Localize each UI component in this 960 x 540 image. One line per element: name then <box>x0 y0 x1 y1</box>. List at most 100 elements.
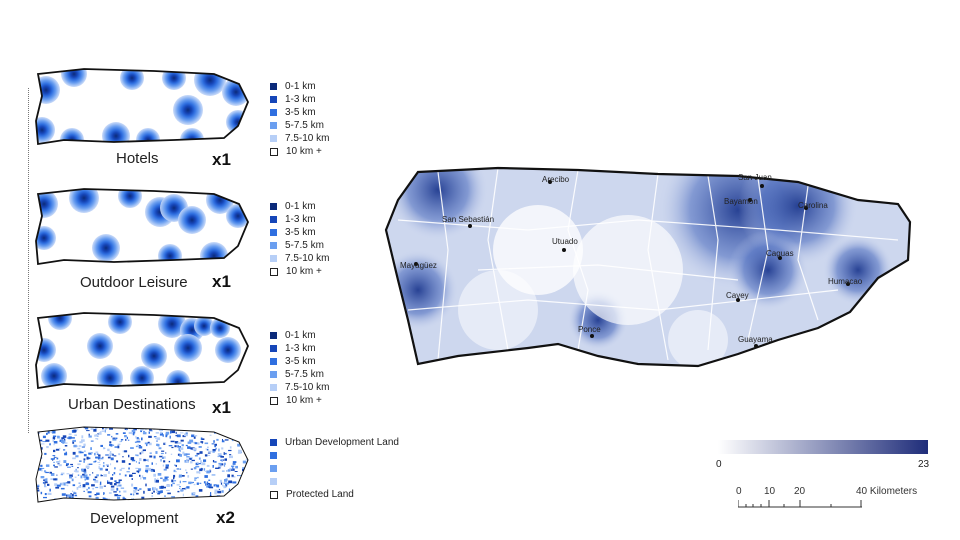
legend-item: 3-5 km <box>270 106 329 119</box>
scale-tick-10: 10 <box>764 486 776 497</box>
legend-item <box>270 449 399 462</box>
multiplier-urban-destinations: x1 <box>212 398 231 417</box>
composite-suitability-map: San Juan Bayamón Carolina San Sebastián … <box>384 166 912 368</box>
city-label-san-sebastian: San Sebastián <box>442 215 494 224</box>
legend-item: 10 km + <box>270 265 329 278</box>
distance-legend-urban-destinations: 0-1 km 1-3 km 3-5 km 5-7.5 km 7.5-10 km 10 km… <box>270 329 329 407</box>
panel-outdoor-leisure: Outdoor Leisure x1 <box>24 186 254 291</box>
legend-label: 3-5 km <box>285 107 316 118</box>
legend-swatch <box>270 452 277 459</box>
legend-swatch <box>270 255 277 262</box>
multiplier-outdoor-leisure: x1 <box>212 272 231 291</box>
city-label-carolina: Carolina <box>798 201 828 210</box>
multiplier-development: x2 <box>216 508 235 527</box>
legend-label: 0-1 km <box>285 330 316 341</box>
legend-swatch <box>270 345 277 352</box>
legend-swatch <box>270 122 277 129</box>
legend-item: 10 km + <box>270 145 329 158</box>
legend-label: Protected Land <box>286 489 354 500</box>
legend-label: 10 km + <box>286 146 322 157</box>
legend-label: 7.5-10 km <box>285 133 330 144</box>
development-land-map <box>35 426 249 503</box>
city-label-arecibo: Arecibo <box>542 175 570 184</box>
development-legend: Urban Development Land Protected Land <box>270 436 399 501</box>
colorbar-max-label: 23 <box>918 459 930 470</box>
legend-label: 7.5-10 km <box>285 253 330 264</box>
legend-item: Urban Development Land <box>270 436 399 449</box>
legend-label: 3-5 km <box>285 356 316 367</box>
legend-item: 1-3 km <box>270 342 329 355</box>
hotels-buffer-map <box>35 68 249 146</box>
legend-swatch <box>270 83 277 90</box>
legend-label: 5-7.5 km <box>285 240 324 251</box>
panel-label-outdoor-leisure: Outdoor Leisure <box>80 274 188 291</box>
legend-swatch <box>270 109 277 116</box>
legend-swatch <box>270 465 277 472</box>
city-label-mayaguez: Mayagüez <box>400 261 437 270</box>
distance-legend-hotels: 0-1 km 1-3 km 3-5 km 5-7.5 km 7.5-10 km 10 km… <box>270 80 329 158</box>
legend-label: 10 km + <box>286 395 322 406</box>
legend-swatch <box>270 203 277 210</box>
city-label-cayey: Cayey <box>726 291 749 300</box>
legend-swatch <box>270 490 278 499</box>
legend-swatch <box>270 439 277 446</box>
legend-label: 1-3 km <box>285 214 316 225</box>
legend-item: 1-3 km <box>270 93 329 106</box>
panel-label-development: Development <box>90 510 179 527</box>
legend-item: 7.5-10 km <box>270 132 329 145</box>
legend-swatch <box>270 242 277 249</box>
scale-tick-40-km: 40 Kilometers <box>856 486 918 497</box>
legend-swatch <box>270 478 277 485</box>
legend-item: 0-1 km <box>270 80 329 93</box>
legend-item: 5-7.5 km <box>270 119 329 132</box>
legend-item <box>270 462 399 475</box>
legend-item: 5-7.5 km <box>270 368 329 381</box>
colorbar-min-label: 0 <box>716 459 722 470</box>
scale-tick-0: 0 <box>736 486 742 497</box>
distance-legend-outdoor-leisure: 0-1 km 1-3 km 3-5 km 5-7.5 km 7.5-10 km 10 km… <box>270 200 329 278</box>
legend-swatch <box>270 396 278 405</box>
legend-swatch <box>270 216 277 223</box>
city-label-utuado: Utuado <box>552 237 578 246</box>
legend-swatch <box>270 96 277 103</box>
city-label-san-juan: San Juan <box>738 173 772 182</box>
legend-item: 3-5 km <box>270 226 329 239</box>
legend-label: 5-7.5 km <box>285 120 324 131</box>
legend-item: 0-1 km <box>270 329 329 342</box>
legend-item <box>270 475 399 488</box>
legend-item: 3-5 km <box>270 355 329 368</box>
legend-swatch <box>270 358 277 365</box>
panel-label-hotels: Hotels <box>116 150 159 167</box>
city-label-humacao: Humacao <box>828 277 863 286</box>
city-label-bayamon: Bayamón <box>724 197 758 206</box>
legend-item: 0-1 km <box>270 200 329 213</box>
legend-label: 0-1 km <box>285 201 316 212</box>
legend-swatch <box>270 147 278 156</box>
legend-label: 1-3 km <box>285 94 316 105</box>
legend-item: 1-3 km <box>270 213 329 226</box>
legend-label: Urban Development Land <box>285 437 399 448</box>
legend-swatch <box>270 229 277 236</box>
panel-urban-destinations: Urban Destinations x1 <box>24 310 254 417</box>
multiplier-hotels: x1 <box>212 150 231 169</box>
legend-label: 0-1 km <box>285 81 316 92</box>
city-label-caguas: Caguas <box>766 249 794 258</box>
scale-tick-20: 20 <box>794 486 806 497</box>
legend-label: 1-3 km <box>285 343 316 354</box>
legend-item: Protected Land <box>270 488 399 501</box>
legend-label: 10 km + <box>286 266 322 277</box>
legend-item: 7.5-10 km <box>270 381 329 394</box>
legend-label: 5-7.5 km <box>285 369 324 380</box>
panel-hotels: Hotels x1 <box>24 66 254 169</box>
urban-destinations-buffer-map <box>35 312 249 390</box>
outdoor-leisure-buffer-map <box>35 188 249 266</box>
legend-label: 3-5 km <box>285 227 316 238</box>
panel-label-urban-destinations: Urban Destinations <box>68 396 196 413</box>
legend-label: 7.5-10 km <box>285 382 330 393</box>
legend-item: 10 km + <box>270 394 329 407</box>
legend-swatch <box>270 384 277 391</box>
legend-swatch <box>270 267 278 276</box>
legend-item: 5-7.5 km <box>270 239 329 252</box>
legend-swatch <box>270 371 277 378</box>
city-label-guayama: Guayama <box>738 335 773 344</box>
